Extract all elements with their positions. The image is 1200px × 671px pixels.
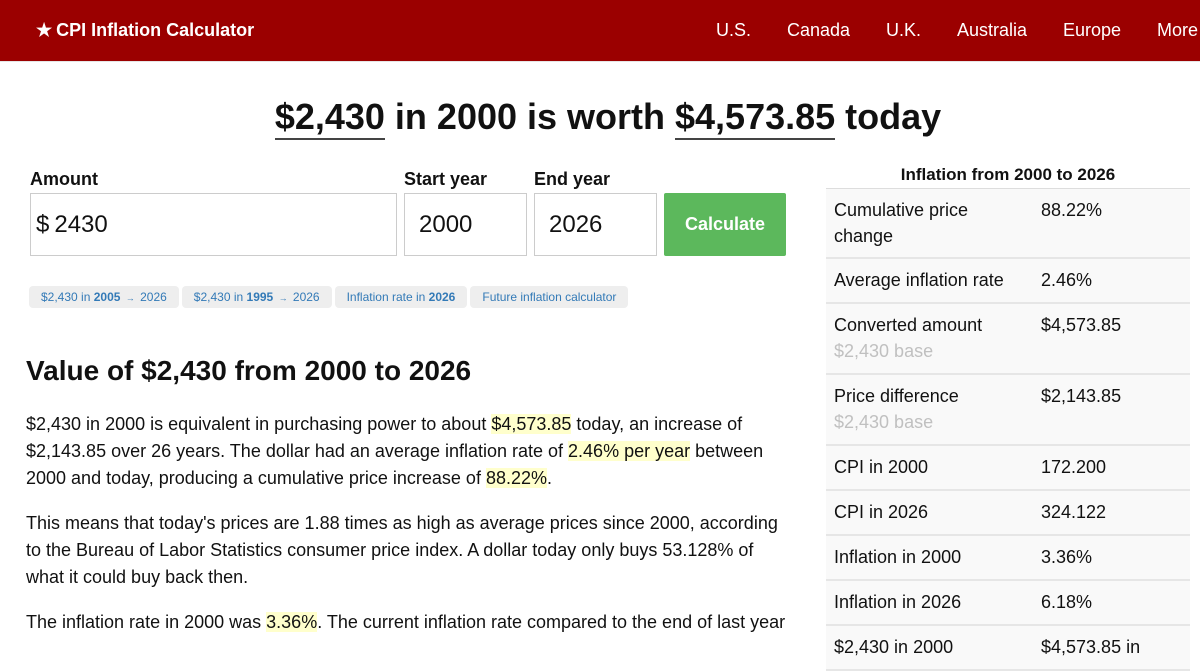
chip-1995-link[interactable]: $2,430 in 1995 → 2026 bbox=[181, 286, 332, 308]
table-row: Cumulative price change 88.22% bbox=[826, 189, 1190, 259]
row-value: $4,573.85 in bbox=[1041, 637, 1141, 657]
nav-us[interactable]: U.S. bbox=[716, 20, 752, 40]
row-value: 2.46% bbox=[1041, 270, 1093, 290]
inflation-summary-table: Inflation from 2000 to 2026 Cumulative p… bbox=[826, 160, 1190, 671]
table-row: Converted amount $2,430 base $4,573.85 bbox=[826, 304, 1190, 375]
row-label: $2,430 in 2000 bbox=[834, 637, 954, 657]
row-label: Inflation in 2026 bbox=[834, 592, 962, 612]
dollar-sign: $ bbox=[36, 210, 50, 238]
row-value: 172.200 bbox=[1041, 457, 1107, 477]
inflation-rate-paragraph: The inflation rate in 2000 was 3.36%. Th… bbox=[26, 609, 796, 636]
highlight-rate: 3.36% bbox=[266, 612, 318, 632]
row-value: 324.122 bbox=[1041, 502, 1107, 522]
end-year-label: End year bbox=[534, 169, 611, 189]
text: today, an increase of $2,143.85 over 26 … bbox=[26, 414, 743, 461]
quick-links: $2,430 in 2005 → 2026 $2,430 in 1995 → 2… bbox=[29, 286, 629, 308]
row-label: Converted amount bbox=[834, 315, 983, 335]
summary-paragraph: $2,430 in 2000 is equivalent in purchasi… bbox=[26, 411, 796, 492]
highlight-result: $4,573.85 bbox=[491, 414, 572, 434]
row-label: Average inflation rate bbox=[834, 270, 1004, 290]
brand-text: CPI Inflation Calculator bbox=[56, 20, 255, 40]
text: The inflation rate in 2000 was bbox=[26, 612, 267, 632]
row-value: 3.36% bbox=[1041, 547, 1093, 567]
row-label: Cumulative price change bbox=[834, 200, 969, 246]
end-year-input[interactable] bbox=[549, 210, 656, 239]
nav-europe[interactable]: Europe bbox=[1063, 20, 1122, 40]
arrow-right-icon: → bbox=[278, 293, 288, 303]
row-value: $4,573.85 bbox=[1041, 315, 1122, 335]
highlight-cumulative: 88.22% bbox=[485, 468, 548, 488]
row-label: CPI in 2026 bbox=[834, 502, 929, 522]
start-year-field[interactable] bbox=[404, 193, 527, 256]
end-year-field[interactable] bbox=[534, 193, 657, 256]
headline-mid: in 2000 is worth bbox=[384, 96, 676, 137]
chip-text: Inflation rate in bbox=[346, 290, 429, 304]
table-row: Inflation in 2026 6.18% bbox=[826, 581, 1190, 626]
text: $2,430 in 2000 is equivalent in purchasi… bbox=[26, 414, 492, 434]
amount-input[interactable] bbox=[54, 210, 396, 239]
row-sublabel: $2,430 base bbox=[834, 412, 934, 432]
chip-future-calculator-link[interactable]: Future inflation calculator bbox=[470, 286, 629, 308]
amount-label: Amount bbox=[30, 169, 98, 189]
top-navbar: ★ CPI Inflation Calculator U.S. Canada U.… bbox=[0, 0, 1200, 62]
chip-inflation-rate-link[interactable]: Inflation rate in 2026 bbox=[334, 286, 468, 308]
table-title: Inflation from 2000 to 2026 bbox=[826, 160, 1190, 189]
highlight-avg-rate: 2.46% per year bbox=[568, 441, 691, 461]
page-title: $2,430 in 2000 is worth $4,573.85 today bbox=[0, 96, 1200, 140]
chip-text: Future inflation calculator bbox=[482, 290, 617, 304]
star-icon: ★ bbox=[36, 20, 53, 40]
row-label: CPI in 2000 bbox=[834, 457, 929, 477]
headline-result: $4,573.85 bbox=[675, 96, 836, 140]
table-row: Inflation in 2000 3.36% bbox=[826, 536, 1190, 581]
row-label: Inflation in 2000 bbox=[834, 547, 962, 567]
start-year-label: Start year bbox=[404, 169, 488, 189]
headline-end: today bbox=[835, 96, 942, 137]
calculate-button[interactable]: Calculate bbox=[664, 193, 786, 256]
text: . The current inflation rate compared to… bbox=[317, 612, 786, 632]
row-value: 6.18% bbox=[1041, 592, 1093, 612]
nav-canada[interactable]: Canada bbox=[787, 20, 851, 40]
arrow-right-icon: → bbox=[125, 293, 135, 303]
nav-australia[interactable]: Australia bbox=[957, 20, 1028, 40]
chip-text: $2,430 in bbox=[193, 290, 247, 304]
start-year-input[interactable] bbox=[419, 210, 526, 239]
nav-uk[interactable]: U.K. bbox=[886, 20, 922, 40]
text: between 2000 and today, producing a cumu… bbox=[26, 441, 764, 488]
row-label: Price difference bbox=[834, 386, 959, 406]
chip-end-year: 2026 bbox=[136, 290, 167, 304]
row-sublabel: $2,430 base bbox=[834, 341, 934, 361]
row-value: 88.22% bbox=[1041, 200, 1103, 220]
chip-year: 1995 bbox=[246, 290, 274, 304]
chip-text: $2,430 in bbox=[41, 290, 94, 304]
text: . bbox=[547, 468, 553, 488]
table-row: Average inflation rate 2.46% bbox=[826, 259, 1190, 304]
brand-link[interactable]: ★ CPI Inflation Calculator bbox=[36, 20, 254, 41]
chip-year: 2026 bbox=[428, 290, 456, 304]
table-row: Price difference $2,430 base $2,143.85 bbox=[826, 375, 1190, 446]
explanation-paragraph: This means that today's prices are 1.88 … bbox=[26, 513, 778, 587]
chip-year: 2005 bbox=[93, 290, 121, 304]
row-value: $2,143.85 bbox=[1041, 386, 1122, 406]
chip-2005-link[interactable]: $2,430 in 2005 → 2026 bbox=[29, 286, 179, 308]
chip-end-year: 2026 bbox=[289, 290, 320, 304]
table-row: CPI in 2026 324.122 bbox=[826, 491, 1190, 536]
nav-menu: U.S. Canada U.K. Australia Europe More bbox=[0, 20, 1200, 44]
section-title: Value of $2,430 from 2000 to 2026 bbox=[26, 355, 472, 386]
table-row: $2,430 in 2000 $4,573.85 in bbox=[826, 626, 1190, 671]
headline-amount: $2,430 bbox=[274, 96, 385, 140]
amount-field[interactable]: $ bbox=[30, 193, 397, 256]
table-row: CPI in 2000 172.200 bbox=[826, 446, 1190, 491]
nav-more[interactable]: More bbox=[1157, 20, 1199, 40]
